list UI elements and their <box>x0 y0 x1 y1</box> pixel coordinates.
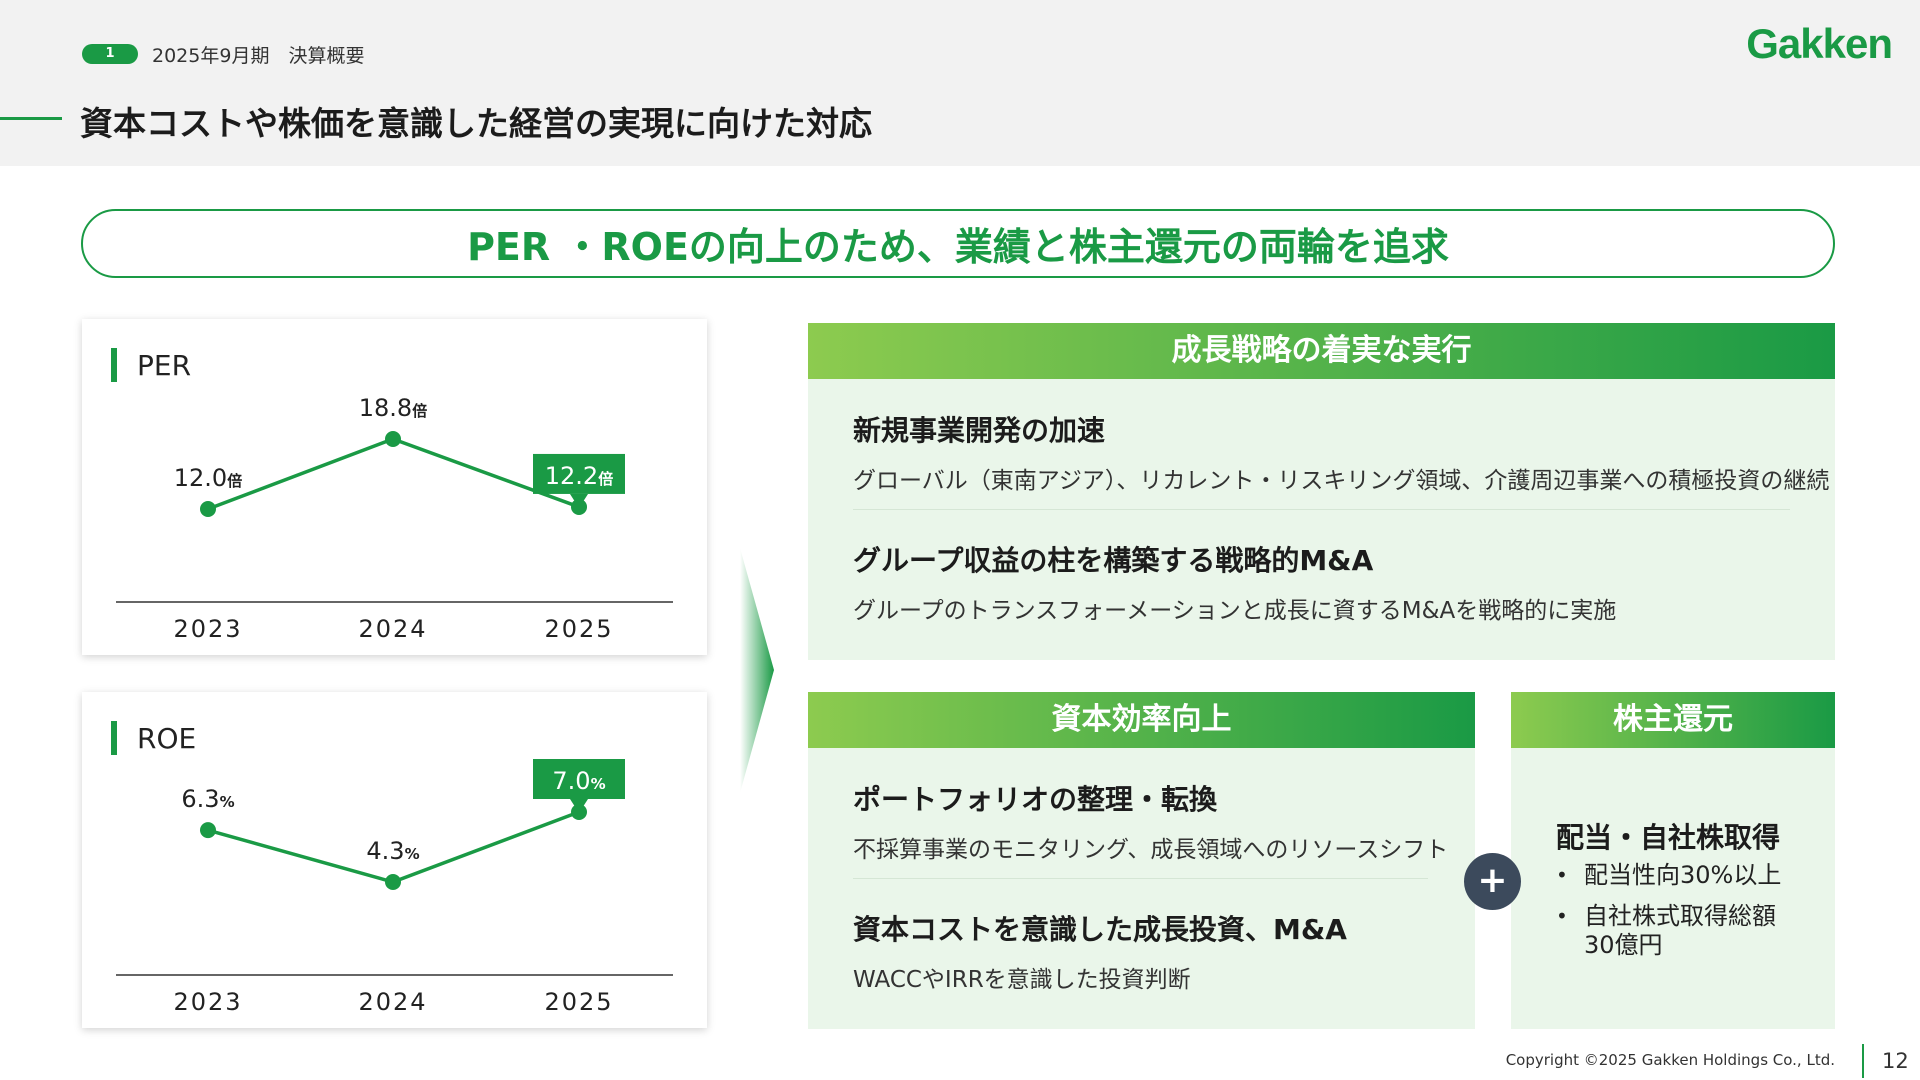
roe-line-chart: 6.3%4.3%7.0%2023 2024 2025 <box>116 759 673 1016</box>
slide-subtitle: 2025年9月期 決算概要 <box>152 45 365 67</box>
data-label-value: 7.0 <box>552 767 590 795</box>
shareholder-title: 配当・自社株取得 <box>1556 821 1781 854</box>
data-label-text: 12.0倍 <box>174 464 242 492</box>
growth-strategy-panel: 成長戦略の着実な実行 新規事業開発の加速 グローバル（東南アジア）、リカレント・… <box>808 323 1835 660</box>
shareholder-bullets: 配当性向30%以上 自社株式取得総額30億円 <box>1556 861 1781 972</box>
data-label-text: 18.8倍 <box>359 394 427 422</box>
page-number: 12 <box>1882 1049 1909 1073</box>
data-point <box>200 822 216 839</box>
capital-item-title: ポートフォリオの整理・転換 <box>853 783 1218 816</box>
x-tick-label: 2024 <box>358 988 427 1016</box>
key-message-text: PER ・ROEの向上のため、業績と株主還元の両輪を追求 <box>467 225 1449 269</box>
data-label: 4.3% <box>366 837 419 865</box>
plus-icon: + <box>1464 853 1521 910</box>
shareholder-return-heading: 株主還元 <box>1511 692 1835 748</box>
section-badge: 1 <box>82 44 138 64</box>
capital-item-title: 資本コストを意識した成長投資、M&A <box>853 913 1347 946</box>
item-divider <box>853 509 1790 510</box>
data-label-unit: 倍 <box>412 402 427 420</box>
growth-strategy-heading: 成長戦略の着実な実行 <box>808 323 1835 379</box>
capital-item: 資本コストを意識した成長投資、M&A WACCやIRRを意識した投資判断 <box>853 908 1347 994</box>
highlight-data-label: 7.0% <box>533 759 625 813</box>
shareholder-return-panel: 株主還元 配当・自社株取得 配当性向30%以上 自社株式取得総額30億円 <box>1511 692 1835 1029</box>
growth-item-title: グループ収益の柱を構築する戦略的M&A <box>853 544 1374 577</box>
data-label-value: 12.0 <box>174 464 227 492</box>
data-label-pointer <box>570 799 588 813</box>
key-message-banner: PER ・ROEの向上のため、業績と株主還元の両輪を追求 <box>81 209 1835 278</box>
data-label: 18.8倍 <box>359 394 427 422</box>
data-label-unit: % <box>405 845 420 863</box>
copyright: Copyright ©2025 Gakken Holdings Co., Ltd… <box>1505 1051 1835 1069</box>
series-line <box>207 437 580 511</box>
card-title-accent <box>111 721 117 755</box>
flow-arrow-icon <box>740 548 774 793</box>
capital-efficiency-heading: 資本効率向上 <box>808 692 1475 748</box>
item-divider <box>853 878 1428 879</box>
growth-item: 新規事業開発の加速 グローバル（東南アジア）、リカレント・リスキリング領域、介護… <box>853 409 1829 495</box>
data-label-value: 12.2 <box>545 462 598 490</box>
data-label-box <box>533 453 625 494</box>
data-label-unit: 倍 <box>598 470 613 488</box>
page-title: 資本コストや株価を意識した経営の実現に向けた対応 <box>80 104 872 143</box>
x-tick-label: 2025 <box>544 615 613 643</box>
data-label-value: 18.8 <box>359 394 412 422</box>
data-point <box>385 431 401 447</box>
data-label-text: 7.0% <box>552 767 605 795</box>
shareholder-bullet: 配当性向30%以上 <box>1556 861 1781 890</box>
slide-header: 1 2025年9月期 決算概要 資本コストや株価を意識した経営の実現に向けた対応… <box>0 0 1920 166</box>
x-tick-label: 2023 <box>173 615 242 643</box>
data-point <box>385 874 401 890</box>
roe-chart-title: ROE <box>137 722 197 755</box>
card-title-accent <box>111 348 117 382</box>
data-label-unit: % <box>591 775 606 793</box>
capital-item-desc: WACCやIRRを意識した投資判断 <box>853 967 1191 993</box>
growth-item: グループ収益の柱を構築する戦略的M&A グループのトランスフォーメーションと成長… <box>853 539 1616 625</box>
footer-rule <box>1862 1044 1864 1078</box>
data-label: 12.0倍 <box>174 464 242 492</box>
per-chart-card: PER 12.0倍 18.8倍 12.2倍 2023 2024 2025 <box>82 319 707 655</box>
data-label-value: 6.3 <box>181 785 219 813</box>
growth-item-desc: グループのトランスフォーメーションと成長に資するM&Aを戦略的に実施 <box>853 598 1617 624</box>
data-label: 6.3% <box>181 785 234 813</box>
highlight-data-label: 12.2倍 <box>533 453 625 508</box>
growth-item-desc: グローバル（東南アジア）、リカレント・リスキリング領域、介護周辺事業への積極投資… <box>853 468 1830 494</box>
data-label-unit: 倍 <box>227 472 242 490</box>
roe-chart-card: ROE 6.3% 4.3% 7.0% 2023 2024 2025 <box>82 692 707 1028</box>
capital-item-desc: 不採算事業のモニタリング、成長領域へのリソースシフト <box>853 837 1449 863</box>
capital-efficiency-panel: 資本効率向上 ポートフォリオの整理・転換 不採算事業のモニタリング、成長領域への… <box>808 692 1475 1029</box>
shareholder-bullet: 自社株式取得総額30億円 <box>1556 902 1776 960</box>
gakken-logo: Gakken <box>1746 20 1893 67</box>
data-label-value: 4.3 <box>366 837 404 865</box>
data-label-text: 6.3% <box>181 785 234 813</box>
header-accent-rule <box>0 117 62 120</box>
growth-item-title: 新規事業開発の加速 <box>853 414 1106 447</box>
x-tick-label: 2025 <box>544 988 613 1016</box>
capital-item: ポートフォリオの整理・転換 不採算事業のモニタリング、成長領域へのリソースシフト <box>853 778 1448 864</box>
per-chart-title: PER <box>137 349 192 382</box>
data-label-box <box>533 759 625 799</box>
x-tick-label: 2024 <box>358 615 427 643</box>
data-label-unit: % <box>220 793 235 811</box>
data-point <box>200 501 216 517</box>
data-label-text: 12.2倍 <box>545 462 613 490</box>
data-label-text: 4.3% <box>366 837 419 865</box>
data-label-pointer <box>570 493 588 508</box>
x-tick-label: 2023 <box>173 988 242 1016</box>
